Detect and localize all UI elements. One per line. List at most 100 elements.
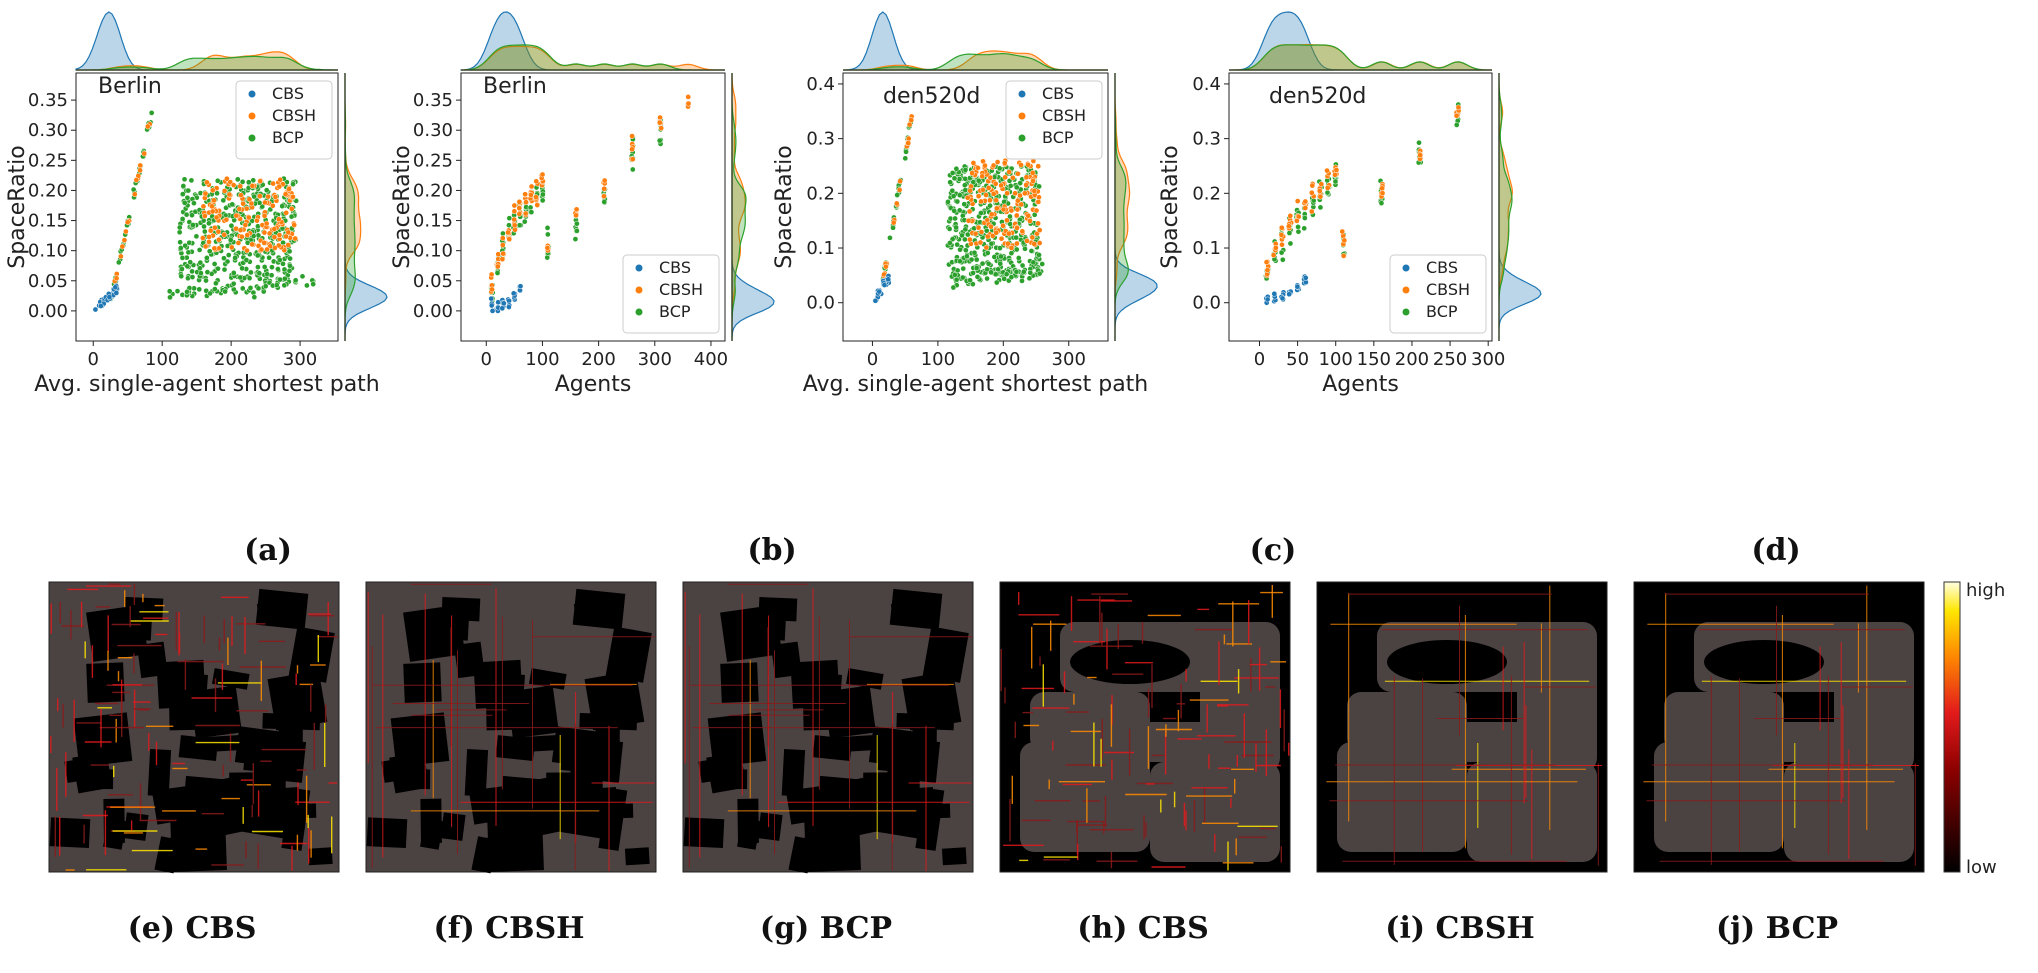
- data-point-cbsh: [233, 212, 240, 219]
- data-point-cbsh: [1018, 201, 1025, 208]
- data-point-bcp: [213, 280, 219, 287]
- data-point-cbsh: [1035, 163, 1042, 170]
- obstacle-block: [500, 735, 557, 754]
- data-point-bcp: [220, 197, 227, 204]
- data-point-bcp: [953, 276, 960, 283]
- data-point-bcp: [188, 177, 195, 184]
- axes-frame: [842, 72, 1109, 342]
- legend-label-cbsh: CBSH: [1426, 280, 1470, 299]
- y-tick-label: 0.05: [413, 271, 453, 292]
- caption-g: (g) BCP: [760, 911, 892, 946]
- data-point-bcp: [288, 213, 295, 220]
- x-tick-label: 100: [921, 349, 955, 370]
- data-point-bcp: [203, 287, 210, 294]
- data-point-cbsh: [685, 94, 692, 100]
- data-point-bcp: [539, 197, 546, 204]
- data-point-bcp: [988, 269, 994, 276]
- data-point-cbs: [1302, 274, 1309, 281]
- data-point-bcp: [983, 227, 990, 234]
- x-tick-label: 250: [1433, 349, 1467, 370]
- data-point-cbsh: [883, 263, 889, 270]
- data-point-cbsh: [573, 212, 579, 219]
- caption-f: (f) CBSH: [434, 911, 585, 946]
- obstacle-block: [103, 798, 125, 844]
- data-point-bcp: [1295, 224, 1301, 230]
- obstacle-block: [573, 600, 605, 624]
- obstacle-block: [706, 751, 747, 794]
- data-point-bcp: [250, 289, 257, 296]
- data-point-bcp: [974, 273, 981, 280]
- data-point-cbsh: [1270, 252, 1277, 258]
- data-point-bcp: [516, 222, 523, 229]
- caption-e: (e) CBS: [128, 911, 257, 946]
- data-point-bcp: [1324, 189, 1331, 196]
- y-tick-label: 0.10: [28, 241, 68, 262]
- data-point-cbsh: [1002, 174, 1009, 181]
- data-point-cbsh: [244, 232, 251, 238]
- data-point-cbsh: [131, 191, 138, 198]
- data-point-bcp: [1013, 184, 1020, 191]
- marginal-kde-top-bcp: [76, 55, 338, 71]
- y-tick-label: 0.00: [413, 301, 453, 322]
- y-tick-label: 0.25: [413, 150, 453, 171]
- data-point-bcp: [224, 258, 231, 265]
- data-point-bcp: [299, 273, 306, 280]
- data-point-bcp: [310, 281, 317, 287]
- data-point-bcp: [1332, 178, 1339, 185]
- data-point-cbsh: [1339, 228, 1346, 235]
- obstacle-block: [123, 812, 149, 841]
- legend-label-cbsh: CBSH: [1042, 106, 1086, 125]
- data-point-bcp: [1036, 270, 1043, 277]
- data-point-bcp: [544, 254, 551, 261]
- data-point-cbsh: [1273, 244, 1279, 251]
- free-space-region: [1377, 782, 1437, 852]
- data-point-bcp: [970, 270, 976, 276]
- data-point-cbsh: [629, 146, 635, 153]
- heatmap-h: [999, 581, 1291, 873]
- data-point-cbsh: [505, 229, 511, 236]
- obstacle-block: [593, 786, 618, 807]
- legend-marker-cbsh: [248, 112, 256, 120]
- data-point-bcp: [179, 216, 186, 222]
- panel-a: 0 100 200 300 0.00 0.05 0.10 0.15 0.20 0.25 0.30 0.…: [5, 11, 388, 568]
- data-point-cbsh: [544, 244, 551, 251]
- data-point-bcp: [197, 259, 204, 266]
- data-point-bcp: [1026, 275, 1033, 282]
- data-point-cbsh: [224, 175, 230, 182]
- obstacle-block: [464, 748, 489, 797]
- data-point-bcp: [228, 222, 235, 229]
- data-point-cbsh: [221, 188, 228, 194]
- obstacle-block: [863, 772, 920, 829]
- data-point-bcp: [254, 252, 261, 259]
- data-point-bcp: [1028, 248, 1035, 254]
- data-point-bcp: [227, 237, 234, 243]
- data-point-bcp: [130, 186, 137, 193]
- y-tick-label: 0.4: [1192, 74, 1221, 95]
- obstacle-block: [720, 662, 759, 703]
- data-point-cbsh: [254, 217, 260, 224]
- panel-a-main: 0 100 200 300 0.00 0.05 0.10 0.15 0.20 0.25 0.30 0.…: [5, 11, 388, 397]
- data-point-cbsh: [1264, 267, 1271, 274]
- legend-marker-cbsh: [1402, 286, 1410, 294]
- data-point-bcp: [181, 200, 188, 206]
- panel-b-main: 0 100 200 300 400 0.00 0.05 0.10 0.15 0.20 0.25 0.3…: [390, 11, 775, 397]
- data-point-cbsh: [1309, 182, 1316, 189]
- data-point-bcp: [956, 176, 963, 182]
- legend-marker-cbsh: [635, 286, 643, 294]
- obstacle-block: [624, 847, 650, 866]
- data-point-cbsh: [978, 198, 984, 205]
- data-point-cbsh: [202, 190, 209, 197]
- data-point-bcp: [984, 250, 991, 256]
- data-point-cbsh: [1324, 167, 1330, 174]
- data-point-cbsh: [211, 197, 217, 204]
- colorbar-low-label: low: [1966, 857, 1997, 878]
- data-point-cbsh: [266, 230, 273, 237]
- data-point-cbsh: [979, 173, 986, 180]
- data-point-cbsh: [966, 208, 973, 215]
- data-point-cbsh: [1005, 240, 1011, 247]
- obstacle-block: [183, 735, 240, 754]
- caption-h: (h) CBS: [1077, 911, 1209, 946]
- data-point-bcp: [1007, 182, 1014, 189]
- data-point-cbsh: [1014, 197, 1021, 204]
